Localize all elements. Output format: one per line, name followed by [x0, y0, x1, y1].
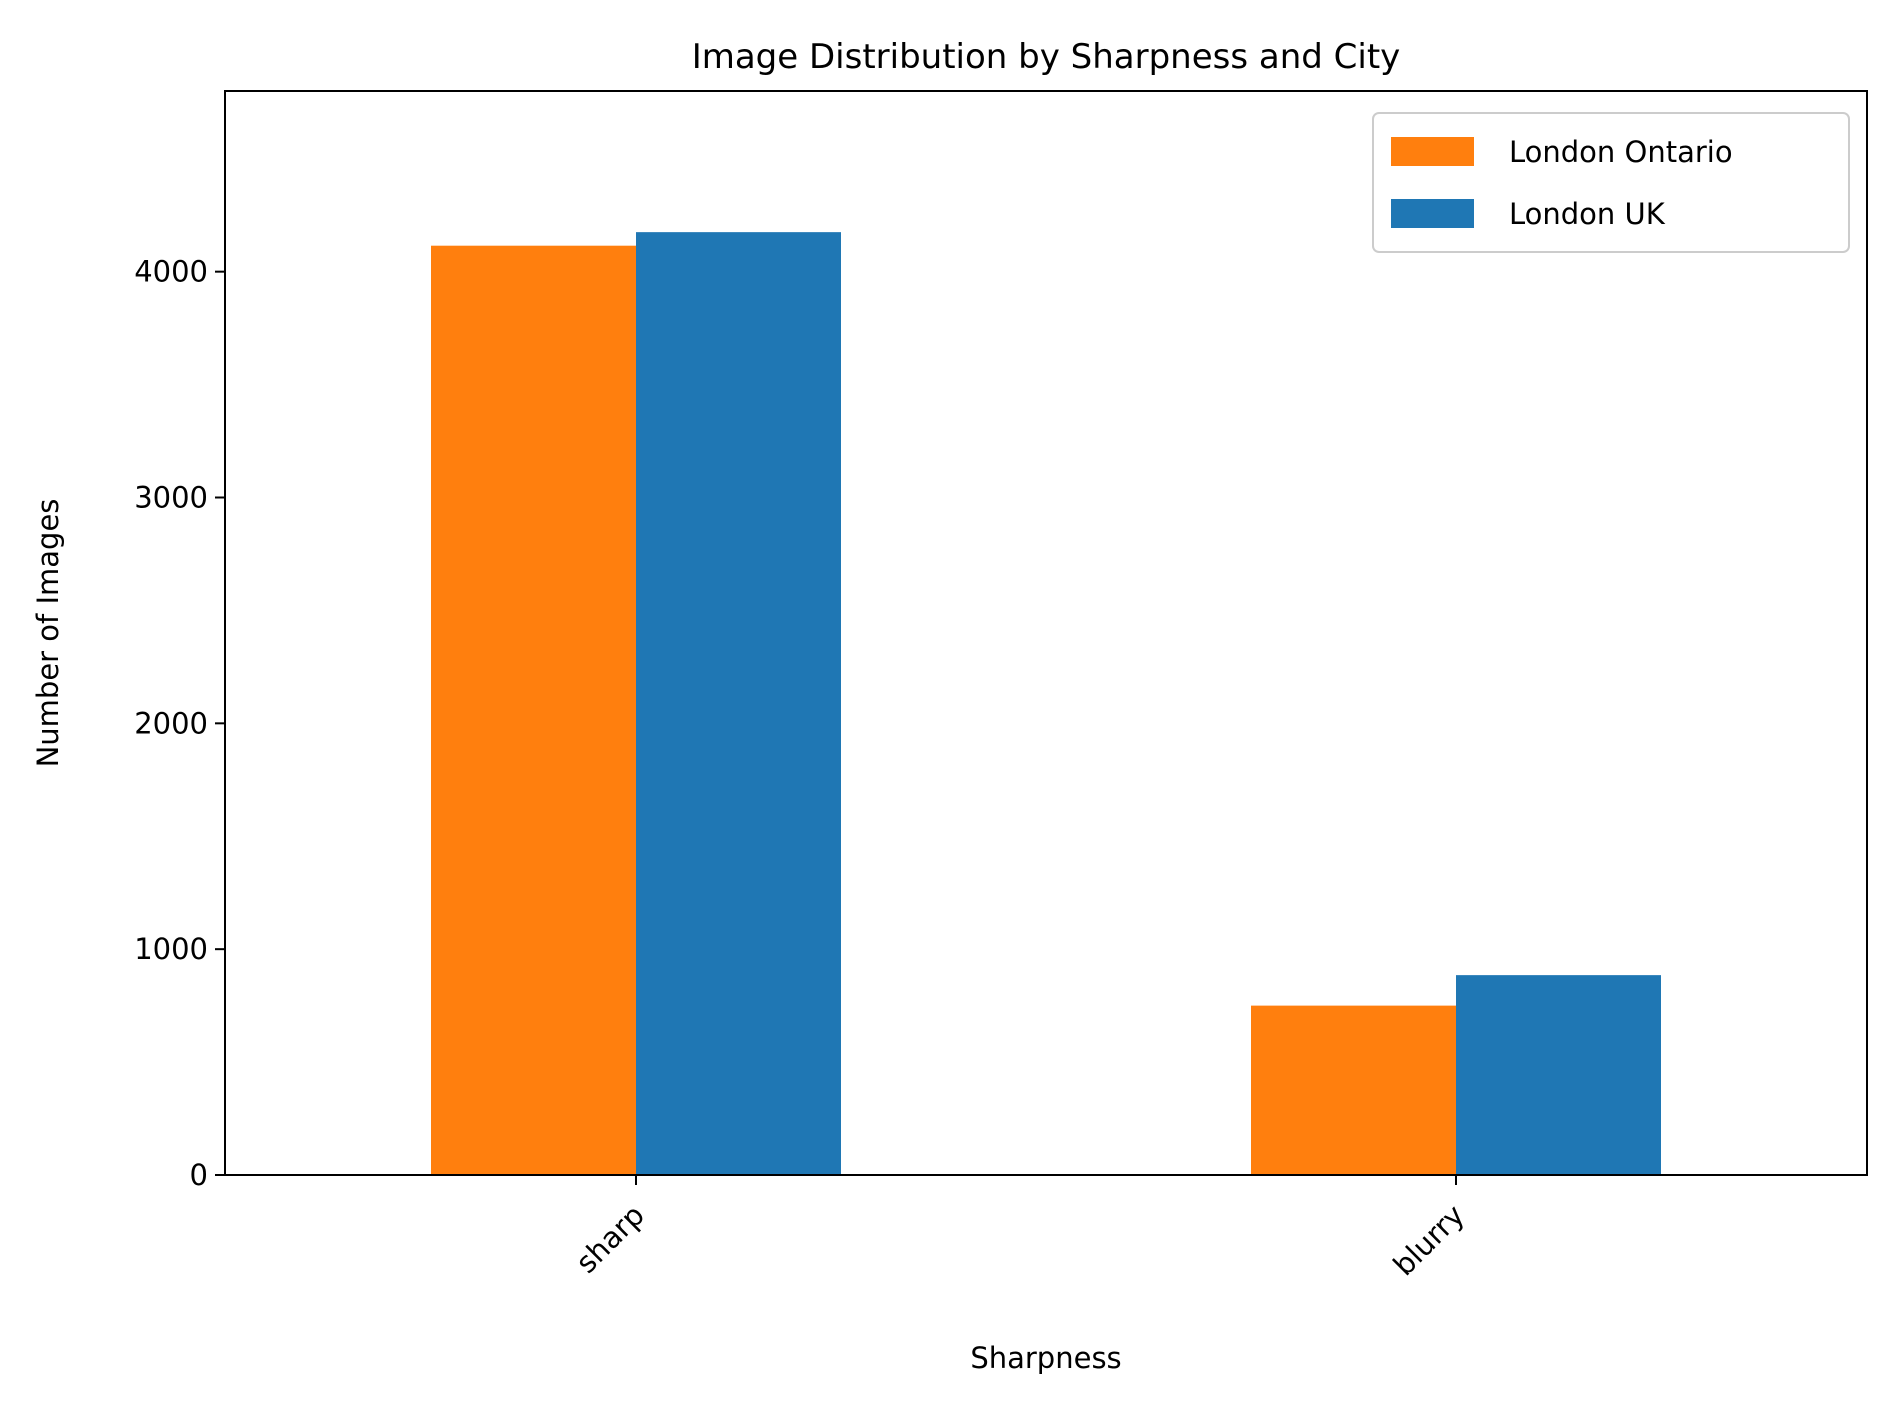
legend: London Ontario London UK [1372, 112, 1850, 253]
legend-swatch-london-ontario [1391, 137, 1474, 166]
chart-title: Image Distribution by Sharpness and City [692, 37, 1401, 77]
x-axis: sharp blurry [569, 1175, 1471, 1282]
legend-label-london-uk: London UK [1509, 197, 1666, 231]
plot-frame [224, 90, 1868, 1176]
x-tick-label-blurry: blurry [1387, 1198, 1471, 1282]
y-axis-label: Number of Images [31, 499, 65, 768]
x-tick-label-sharp: sharp [569, 1198, 651, 1280]
legend-box [1372, 112, 1850, 253]
y-tick-label: 3000 [134, 481, 208, 515]
legend-swatch-london-uk [1391, 199, 1474, 228]
bars-group [431, 232, 1661, 1176]
legend-label-london-ontario: London Ontario [1509, 135, 1733, 169]
y-tick-label: 2000 [134, 706, 208, 740]
y-axis: 0 1000 2000 3000 4000 [134, 255, 225, 1192]
y-tick-label: 0 [190, 1158, 208, 1192]
y-tick-label: 1000 [134, 932, 208, 966]
x-axis-label: Sharpness [970, 1341, 1121, 1375]
bar-sharp-london-ontario [431, 245, 636, 1176]
bar-blurry-london-uk [1456, 975, 1661, 1175]
y-tick-label: 4000 [134, 255, 208, 289]
bar-sharp-london-uk [636, 232, 841, 1176]
bar-blurry-london-ontario [1251, 1005, 1456, 1175]
